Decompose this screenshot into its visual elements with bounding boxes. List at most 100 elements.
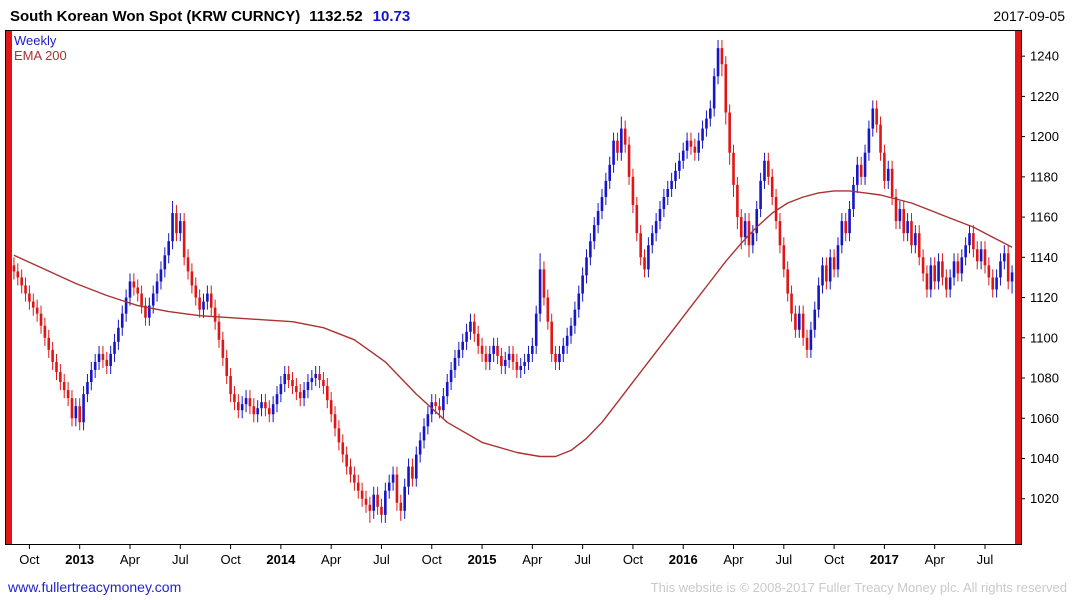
- candle-body: [968, 233, 971, 246]
- site-link[interactable]: www.fullertreacymoney.com: [8, 579, 182, 595]
- x-tick-label: Apr: [522, 552, 543, 567]
- candle-body: [159, 269, 163, 282]
- candle-body: [155, 281, 159, 294]
- candle-body: [995, 277, 998, 290]
- candle-body: [175, 213, 178, 234]
- candle-body: [763, 160, 766, 181]
- candle-body: [670, 180, 673, 189]
- candle-body: [66, 390, 70, 399]
- candle-body: [35, 307, 39, 314]
- candle-body: [148, 305, 151, 318]
- candle-body: [90, 369, 93, 383]
- candle-body: [941, 261, 944, 278]
- candle-body: [349, 466, 352, 475]
- candle-body: [623, 128, 627, 145]
- candle-body: [333, 414, 337, 429]
- candle-body: [844, 221, 848, 234]
- candle-body: [538, 269, 542, 314]
- candle-body: [252, 406, 256, 415]
- candle-body: [933, 265, 936, 282]
- candle-body: [256, 408, 259, 415]
- candle-body: [565, 335, 569, 346]
- candle-body: [465, 331, 468, 342]
- candle-body: [952, 261, 956, 278]
- candle-body: [395, 474, 399, 503]
- candle-body: [732, 152, 735, 185]
- y-tick-label: 1140: [1030, 250, 1058, 265]
- candle-body: [364, 498, 368, 505]
- candle-body: [132, 281, 136, 288]
- candle-body: [360, 490, 364, 499]
- candle-body: [693, 146, 697, 153]
- candle-body: [97, 353, 101, 362]
- candle-body: [550, 321, 553, 354]
- candle-body: [144, 305, 147, 318]
- candle-body: [596, 211, 600, 226]
- candle-body: [213, 307, 217, 322]
- candle-body: [426, 414, 430, 427]
- candle-body: [604, 180, 608, 197]
- x-tick-label: Oct: [19, 552, 40, 567]
- candle-body: [991, 277, 995, 290]
- candle-body: [627, 144, 631, 177]
- candle-body: [171, 213, 174, 242]
- candle-body: [956, 261, 960, 274]
- x-tick-label: 2014: [266, 552, 296, 567]
- candle-body: [825, 265, 828, 282]
- candle-body: [755, 209, 759, 234]
- candle-body: [329, 400, 333, 415]
- candle-body: [716, 48, 720, 77]
- candle-body: [689, 140, 693, 147]
- y-tick-label: 1020: [1030, 491, 1059, 506]
- x-tick-label: 2015: [468, 552, 497, 567]
- candle-body: [674, 170, 677, 181]
- candle-body: [476, 333, 480, 346]
- candle-body: [840, 221, 844, 246]
- candle-body: [948, 277, 952, 290]
- candle-body: [647, 245, 650, 270]
- candle-body: [774, 196, 778, 222]
- candle-body: [983, 249, 987, 266]
- candle-body: [372, 494, 376, 511]
- candle-body: [848, 209, 851, 234]
- candle-body: [438, 406, 441, 411]
- candle-body: [62, 382, 66, 391]
- candle-body: [910, 221, 913, 246]
- candle-body: [93, 361, 97, 370]
- candle-body: [105, 359, 109, 366]
- candle-body: [782, 245, 786, 270]
- candle-body: [964, 245, 967, 258]
- candle-body: [681, 150, 685, 161]
- chart-legend: Weekly EMA 200: [14, 33, 67, 63]
- x-tick-label: 2013: [65, 552, 94, 567]
- x-tick-label: Jul: [775, 552, 792, 567]
- candle-body: [906, 221, 909, 234]
- candle-body: [345, 454, 348, 467]
- candle-body: [890, 168, 894, 197]
- candle-body: [43, 325, 47, 338]
- candle-body: [786, 269, 789, 294]
- y-tick-label: 1040: [1030, 451, 1059, 466]
- candle-body: [202, 301, 205, 310]
- candle-body: [39, 313, 43, 326]
- x-tick-label: Jul: [172, 552, 189, 567]
- candle-body: [500, 355, 503, 366]
- candle-body: [411, 466, 414, 479]
- candle-body: [302, 390, 306, 399]
- candle-body: [492, 345, 495, 354]
- y-tick-label: 1060: [1030, 411, 1059, 426]
- candle-body: [136, 287, 140, 294]
- x-tick-label: Apr: [120, 552, 141, 567]
- candle-body: [558, 353, 561, 362]
- candle-body: [654, 221, 658, 234]
- candle-body: [380, 506, 383, 515]
- candle-body: [267, 408, 271, 415]
- timeframe-label: Weekly: [14, 33, 57, 48]
- candle-body: [461, 341, 465, 350]
- candle-body: [403, 486, 406, 511]
- candle-body: [585, 257, 588, 276]
- candle-body: [449, 369, 453, 383]
- candle-body: [631, 176, 635, 206]
- candle-body: [972, 233, 975, 250]
- candle-body: [828, 257, 832, 282]
